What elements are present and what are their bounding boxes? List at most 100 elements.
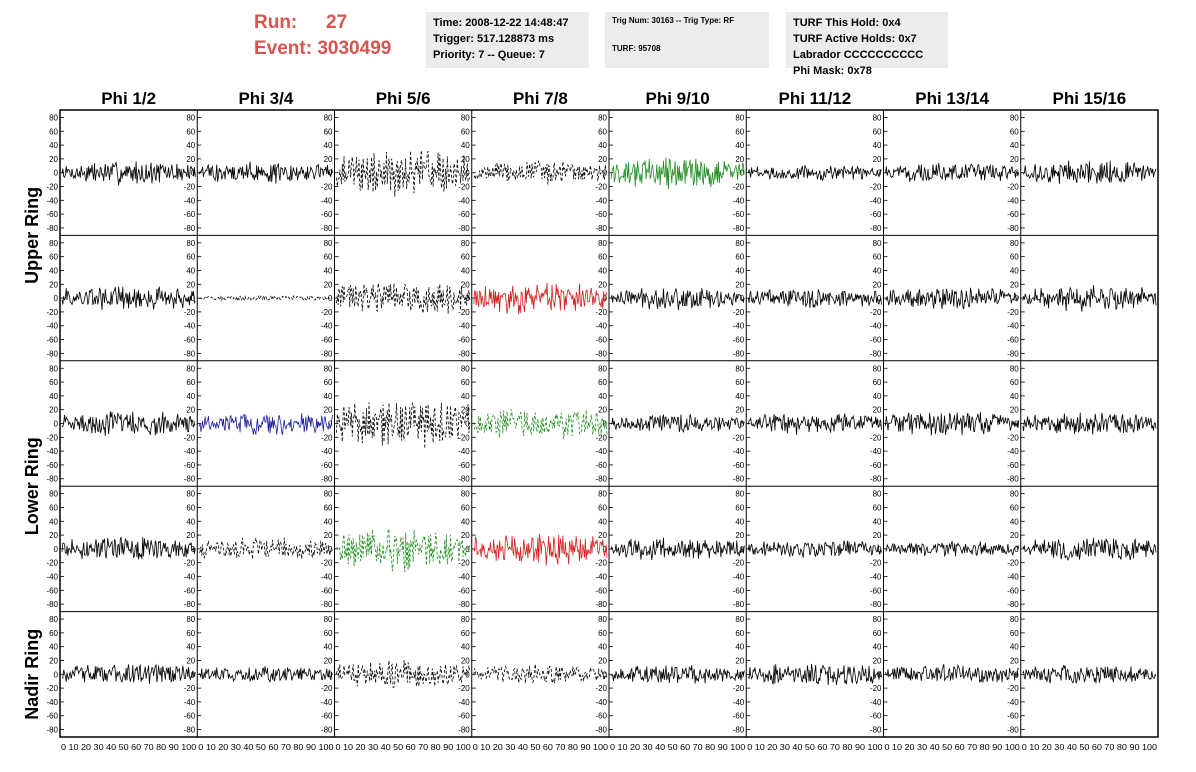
y-tick-label: -80 [458,475,470,484]
y-tick-label: -60 [870,210,882,219]
y-tick-label: -40 [870,698,882,707]
y-tick-label: 0 [54,294,59,303]
y-tick-label: 60 [598,503,607,512]
y-tick-label: -40 [1007,573,1019,582]
y-tick-label: 40 [324,266,333,275]
y-tick-label: 60 [186,503,195,512]
y-tick-label: -60 [733,712,745,721]
y-tick-label: 20 [461,656,470,665]
y-tick-label: 40 [598,392,607,401]
y-tick-label: 60 [461,503,470,512]
y-tick-label: 40 [324,141,333,150]
y-tick-label: 40 [49,141,58,150]
y-tick-label: 80 [461,239,470,248]
y-tick-label: 20 [598,531,607,540]
y-tick-label: -60 [321,336,333,345]
y-tick-label: 80 [186,615,195,624]
y-tick-label: -40 [321,447,333,456]
y-tick-label: 40 [186,643,195,652]
run-value: 27 [326,12,348,33]
y-tick-label: 20 [735,406,744,415]
y-tick-label: 40 [598,266,607,275]
priority-text: Priority: 7 -- Queue: 7 [433,49,545,61]
y-tick-label: 40 [461,517,470,526]
y-tick-label: 80 [598,490,607,499]
y-tick-label: 60 [1010,503,1019,512]
waveform-trace [885,541,1020,558]
y-tick-label: 40 [1010,141,1019,150]
y-tick-label: 20 [873,531,882,540]
y-tick-label: 40 [186,392,195,401]
trigger-info-box: Trig Num: 30163 -- Trig Type: RF TURF: 9… [605,12,769,68]
y-tick-label: 20 [1010,155,1019,164]
y-tick-label: 20 [735,656,744,665]
y-tick-label: 40 [324,392,333,401]
y-tick-label: 40 [461,643,470,652]
waveform-trace [61,663,196,684]
y-tick-label: 80 [873,615,882,624]
y-tick-label: 20 [598,656,607,665]
y-tick-label: -40 [733,573,745,582]
y-tick-label: 0 [328,420,333,429]
y-tick-label: 40 [598,517,607,526]
y-tick-label: 60 [324,629,333,638]
y-tick-label: 80 [186,113,195,122]
y-tick-label: 60 [461,253,470,262]
y-tick-label: -20 [733,433,745,442]
waveform-trace [61,161,196,186]
y-tick-label: 60 [735,253,744,262]
phi-column-label: Phi 9/10 [645,89,709,108]
y-tick-label: -20 [321,433,333,442]
y-tick-label: -80 [733,349,745,358]
y-tick-label: -40 [1007,196,1019,205]
y-tick-label: -40 [46,322,58,331]
y-tick-label: -60 [46,336,58,345]
y-tick-label: -80 [595,475,607,484]
y-tick-label: 40 [598,141,607,150]
y-tick-label: 80 [461,615,470,624]
y-tick-label: -60 [1007,712,1019,721]
phi-column-label: Phi 5/6 [376,89,431,108]
y-tick-label: -40 [1007,698,1019,707]
y-tick-label: 80 [49,113,58,122]
waveform-trace [199,294,333,302]
waveform-trace [336,401,471,449]
phi-column-label: Phi 15/16 [1053,89,1127,108]
ring-label: Nadir Ring [22,629,42,720]
y-tick-label: -60 [46,712,58,721]
y-tick-label: -40 [458,447,470,456]
y-tick-label: -80 [870,349,882,358]
y-tick-label: -80 [46,726,58,735]
y-tick-label: -20 [321,559,333,568]
waveform-trace [473,282,608,315]
y-tick-label: 40 [461,392,470,401]
y-tick-label: 0 [54,670,59,679]
y-tick-label: -80 [1007,600,1019,609]
y-tick-label: 20 [49,155,58,164]
y-tick-label: 40 [186,266,195,275]
y-tick-label: -40 [458,698,470,707]
y-tick-label: 20 [461,406,470,415]
y-tick-label: 60 [186,629,195,638]
y-tick-label: -40 [321,698,333,707]
y-tick-label: 60 [186,378,195,387]
y-tick-label: -40 [321,322,333,331]
y-tick-label: -80 [321,475,333,484]
y-tick-label: -60 [1007,461,1019,470]
y-tick-label: -40 [870,573,882,582]
y-tick-label: 40 [324,517,333,526]
waveform-trace [610,664,745,684]
y-tick-label: -80 [870,726,882,735]
y-tick-label: 80 [324,113,333,122]
time-info-box: Time: 2008-12-22 14:48:47 Trigger: 517.1… [426,12,589,68]
y-tick-label: 80 [324,364,333,373]
y-tick-label: 80 [873,490,882,499]
waveform-trace [198,537,333,560]
y-tick-label: 60 [49,253,58,262]
y-tick-label: -20 [321,684,333,693]
y-tick-label: 20 [324,280,333,289]
y-tick-label: -20 [595,433,607,442]
y-tick-label: 80 [735,113,744,122]
y-tick-label: -80 [184,726,196,735]
y-tick-label: -60 [595,210,607,219]
